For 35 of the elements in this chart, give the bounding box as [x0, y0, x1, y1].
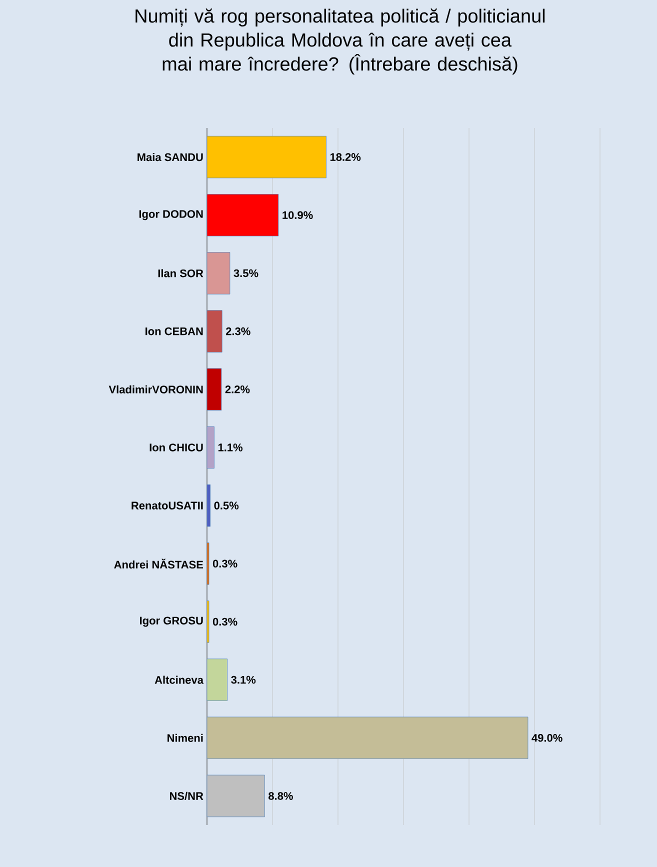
y-tick-label: Ion CHICU [150, 444, 203, 452]
y-tick-label: NS/NR [170, 792, 204, 800]
chart-title: Numiți vă rog personalitatea politică / politicianul din Republica Moldova în care aveți cea mai mare încredere? (Întrebare deschisă) [136, 8, 545, 74]
data-label: 10.9% [282, 211, 313, 220]
bar [206, 426, 214, 469]
y-tick-label: Altcineva [154, 676, 204, 684]
data-label: 2.3% [226, 327, 250, 336]
y-tick-label: Maia SANDU [138, 153, 203, 162]
data-label: 3.5% [234, 269, 258, 278]
bar [206, 716, 528, 759]
bar [206, 136, 326, 178]
bar [206, 658, 228, 701]
bar [206, 774, 265, 818]
y-tick-label: Andrei NĂSTASE [114, 558, 204, 569]
y-tick-label: Nimeni [168, 734, 203, 742]
bar [206, 484, 210, 527]
y-tick-label: RenatoUSATII [132, 502, 203, 510]
y-tick-label: Ion CEBAN [146, 327, 203, 336]
data-label: 8.8% [268, 792, 293, 800]
bar [206, 310, 222, 352]
bar [206, 252, 230, 294]
data-label: 1.1% [218, 444, 243, 452]
y-tick-label: Igor GROSU [140, 616, 203, 627]
data-label: 49.0% [532, 734, 562, 742]
y-tick-label: Igor DODON [139, 210, 203, 220]
data-label: 0.3% [212, 618, 238, 626]
bar [206, 368, 222, 410]
y-tick-label: VladimirVORONIN [108, 385, 203, 394]
data-label: 0.5% [214, 502, 239, 510]
y-tick-label: Ilan SOR [158, 269, 204, 278]
data-label: 3.1% [231, 676, 256, 684]
data-label: 0.3% [212, 560, 238, 568]
data-label: 18.2% [330, 153, 361, 161]
bar [206, 194, 279, 236]
data-label: 2.2% [225, 386, 250, 394]
